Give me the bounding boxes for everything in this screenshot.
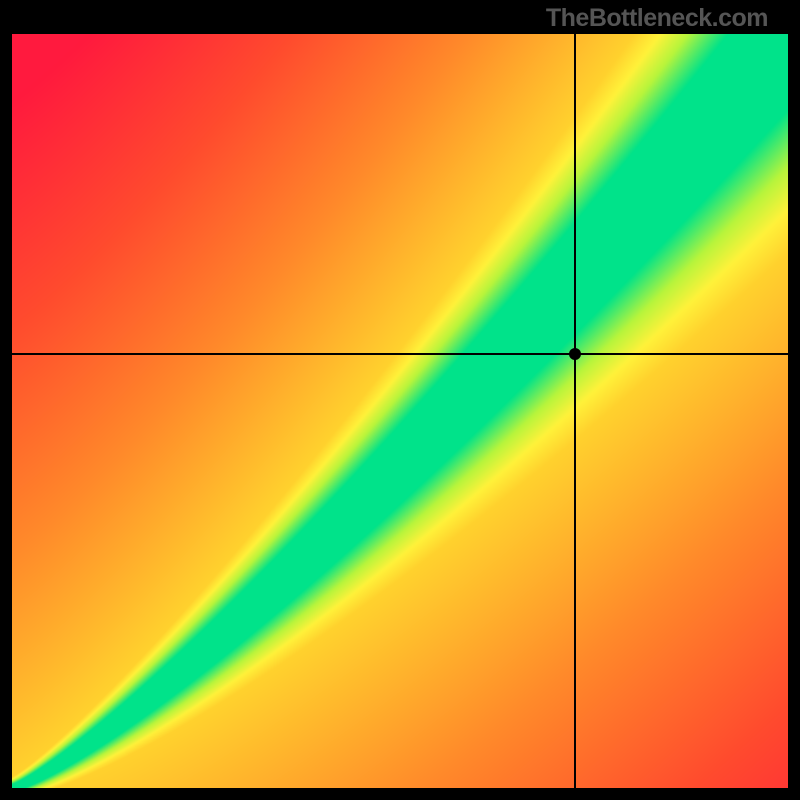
crosshair-vertical [574, 34, 576, 788]
watermark-text: TheBottleneck.com [546, 4, 768, 33]
plot-area [12, 34, 788, 788]
marker-point [569, 348, 581, 360]
heatmap-canvas [12, 34, 788, 788]
crosshair-horizontal [12, 353, 788, 355]
